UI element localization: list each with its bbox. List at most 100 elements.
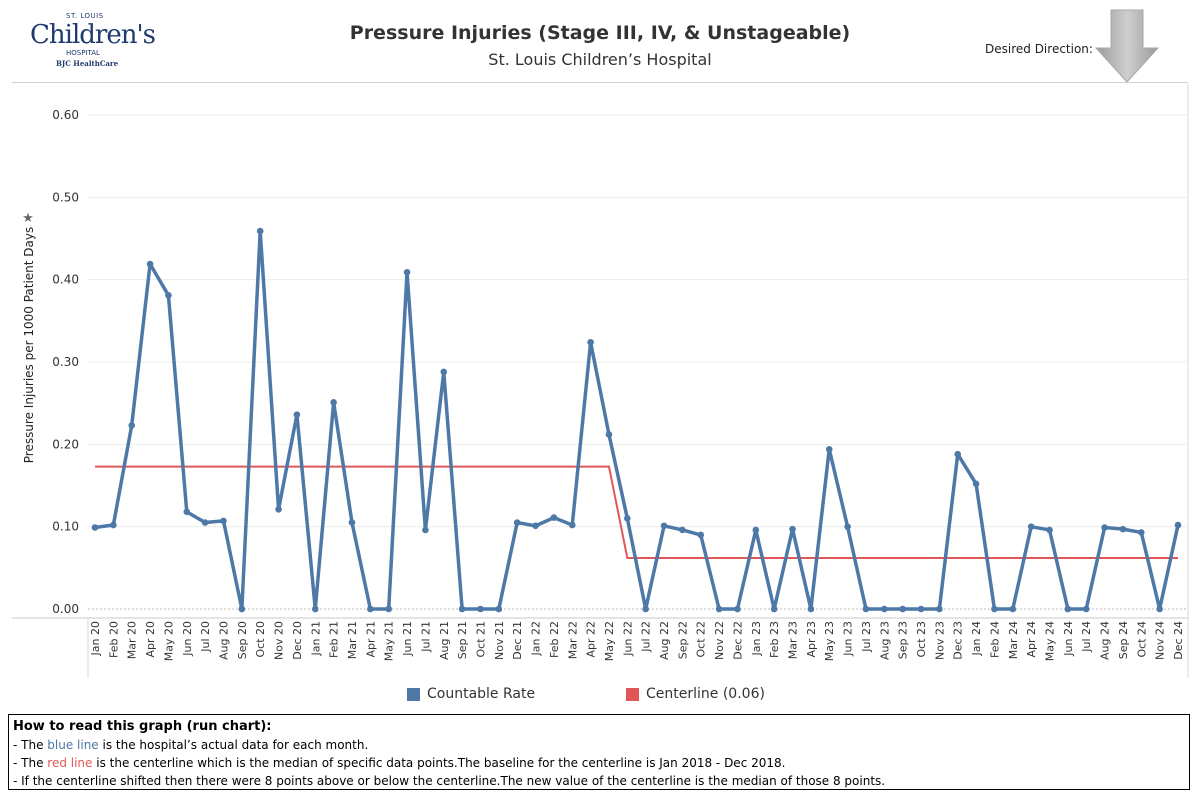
y-tick-label: 0.20 bbox=[52, 437, 79, 451]
x-tick-label: Jul 23 bbox=[860, 621, 873, 653]
y-tick-label: 0.60 bbox=[52, 108, 79, 122]
chart-subtitle: St. Louis Children’s Hospital bbox=[488, 50, 712, 69]
data-point bbox=[220, 517, 227, 525]
x-tick-label: Nov 24 bbox=[1154, 621, 1167, 660]
x-tick-label: Jul 21 bbox=[419, 621, 432, 653]
blue-line-term: blue line bbox=[47, 738, 99, 752]
data-point bbox=[734, 605, 741, 613]
x-tick-label: Jul 24 bbox=[1080, 621, 1093, 653]
x-tick-label: Oct 23 bbox=[915, 621, 928, 658]
data-point bbox=[146, 260, 154, 268]
x-tick-label: Feb 23 bbox=[768, 621, 781, 658]
x-tick-label: May 22 bbox=[603, 621, 616, 661]
how-to-read-box: How to read this graph (run chart): - Th… bbox=[8, 714, 1190, 790]
y-tick-label: 0.50 bbox=[52, 190, 79, 204]
data-point bbox=[201, 519, 209, 526]
x-tick-label: Jun 22 bbox=[621, 621, 634, 657]
data-point bbox=[752, 526, 760, 534]
data-point bbox=[679, 526, 686, 534]
x-tick-label: Jun 24 bbox=[1062, 621, 1075, 657]
y-tick-label: 0.10 bbox=[52, 520, 79, 534]
data-point bbox=[1156, 605, 1163, 613]
data-point bbox=[789, 525, 796, 533]
data-point bbox=[1119, 525, 1127, 533]
data-point bbox=[825, 445, 833, 453]
x-tick-label: Aug 21 bbox=[438, 621, 451, 660]
data-point bbox=[881, 605, 888, 613]
x-tick-label: Feb 21 bbox=[328, 621, 341, 658]
x-tick-label: Feb 22 bbox=[548, 621, 561, 658]
x-tick-label: Dec 24 bbox=[1172, 621, 1185, 660]
data-point bbox=[311, 605, 319, 613]
data-point bbox=[532, 522, 539, 530]
x-tick-label: Sep 22 bbox=[676, 621, 689, 659]
data-point bbox=[770, 605, 778, 613]
data-point bbox=[367, 605, 374, 613]
notes-heading: How to read this graph (run chart): bbox=[13, 719, 272, 734]
legend-label-centerline: Centerline (0.06) bbox=[646, 686, 765, 702]
data-point bbox=[862, 605, 870, 613]
notes-line-1: - The blue line is the hospital’s actual… bbox=[13, 738, 369, 752]
desired-direction-label: Desired Direction: bbox=[985, 42, 1093, 56]
x-tick-label: Sep 20 bbox=[236, 621, 249, 659]
data-point bbox=[624, 515, 631, 522]
x-tick-label: Dec 21 bbox=[511, 621, 524, 660]
data-point bbox=[1009, 605, 1017, 613]
x-tick-label: Apr 20 bbox=[144, 621, 157, 658]
data-point bbox=[477, 605, 484, 613]
x-tick-label: Oct 24 bbox=[1135, 621, 1148, 658]
x-tick-label: Dec 23 bbox=[952, 621, 965, 660]
notes-line-3: - If the centerline shifted then there w… bbox=[13, 774, 886, 788]
data-point bbox=[256, 227, 264, 235]
down-arrow-icon bbox=[1094, 9, 1160, 83]
data-point bbox=[165, 292, 172, 299]
x-tick-label: Jan 20 bbox=[89, 621, 102, 656]
y-axis-label: Pressure Injuries per 1000 Patient Days bbox=[22, 227, 36, 464]
legend-item-rate[interactable]: Countable Rate bbox=[407, 686, 535, 702]
x-tick-label: Jan 21 bbox=[309, 621, 322, 656]
run-chart: 0.00 0.10 0.20 0.30 0.40 0.50 0.60 Pressure Inj… bbox=[12, 84, 1189, 678]
data-point bbox=[550, 514, 558, 521]
x-tick-label: Aug 22 bbox=[658, 621, 671, 660]
data-point bbox=[275, 506, 282, 513]
legend-label-rate: Countable Rate bbox=[427, 686, 536, 702]
x-tick-label: May 23 bbox=[823, 621, 836, 661]
data-point bbox=[183, 508, 191, 516]
x-tick-label: Apr 23 bbox=[805, 621, 818, 658]
x-tick-label: Oct 21 bbox=[474, 621, 487, 658]
header-divider bbox=[12, 82, 1188, 83]
data-point bbox=[110, 521, 117, 529]
x-tick-label: Dec 22 bbox=[731, 621, 744, 660]
red-line-term: red line bbox=[47, 756, 93, 770]
data-point bbox=[715, 605, 723, 613]
data-point bbox=[458, 605, 466, 613]
hospital-logo: ST. LOUIS Children's HOSPITAL BJC Health… bbox=[26, 12, 156, 70]
data-point bbox=[1046, 526, 1053, 534]
logo-line1: ST. LOUIS bbox=[66, 12, 104, 20]
data-point bbox=[1027, 523, 1035, 530]
data-point bbox=[495, 605, 503, 613]
data-point bbox=[91, 524, 99, 531]
x-tick-label: Aug 20 bbox=[217, 621, 230, 660]
data-point bbox=[293, 411, 301, 418]
data-point bbox=[128, 422, 136, 429]
y-tick-label: 0.40 bbox=[52, 273, 79, 287]
x-tick-label: Oct 22 bbox=[695, 621, 708, 658]
x-tick-label: Mar 24 bbox=[1007, 621, 1020, 659]
data-point bbox=[972, 480, 980, 488]
data-point bbox=[348, 519, 356, 526]
x-tick-label: Nov 21 bbox=[493, 621, 506, 660]
data-point bbox=[991, 605, 998, 613]
x-tick-label: Sep 23 bbox=[897, 621, 910, 659]
x-tick-label: Jul 20 bbox=[199, 621, 212, 653]
data-point bbox=[1174, 521, 1182, 529]
data-point bbox=[568, 521, 576, 529]
data-point bbox=[440, 368, 448, 376]
data-point bbox=[1101, 524, 1108, 531]
data-point bbox=[330, 399, 337, 406]
data-point bbox=[660, 522, 668, 530]
x-tick-label: Aug 23 bbox=[878, 621, 891, 660]
data-point bbox=[1082, 605, 1090, 613]
logo-line3: HOSPITAL bbox=[66, 49, 100, 57]
legend-item-centerline[interactable]: Centerline (0.06) bbox=[626, 686, 765, 702]
